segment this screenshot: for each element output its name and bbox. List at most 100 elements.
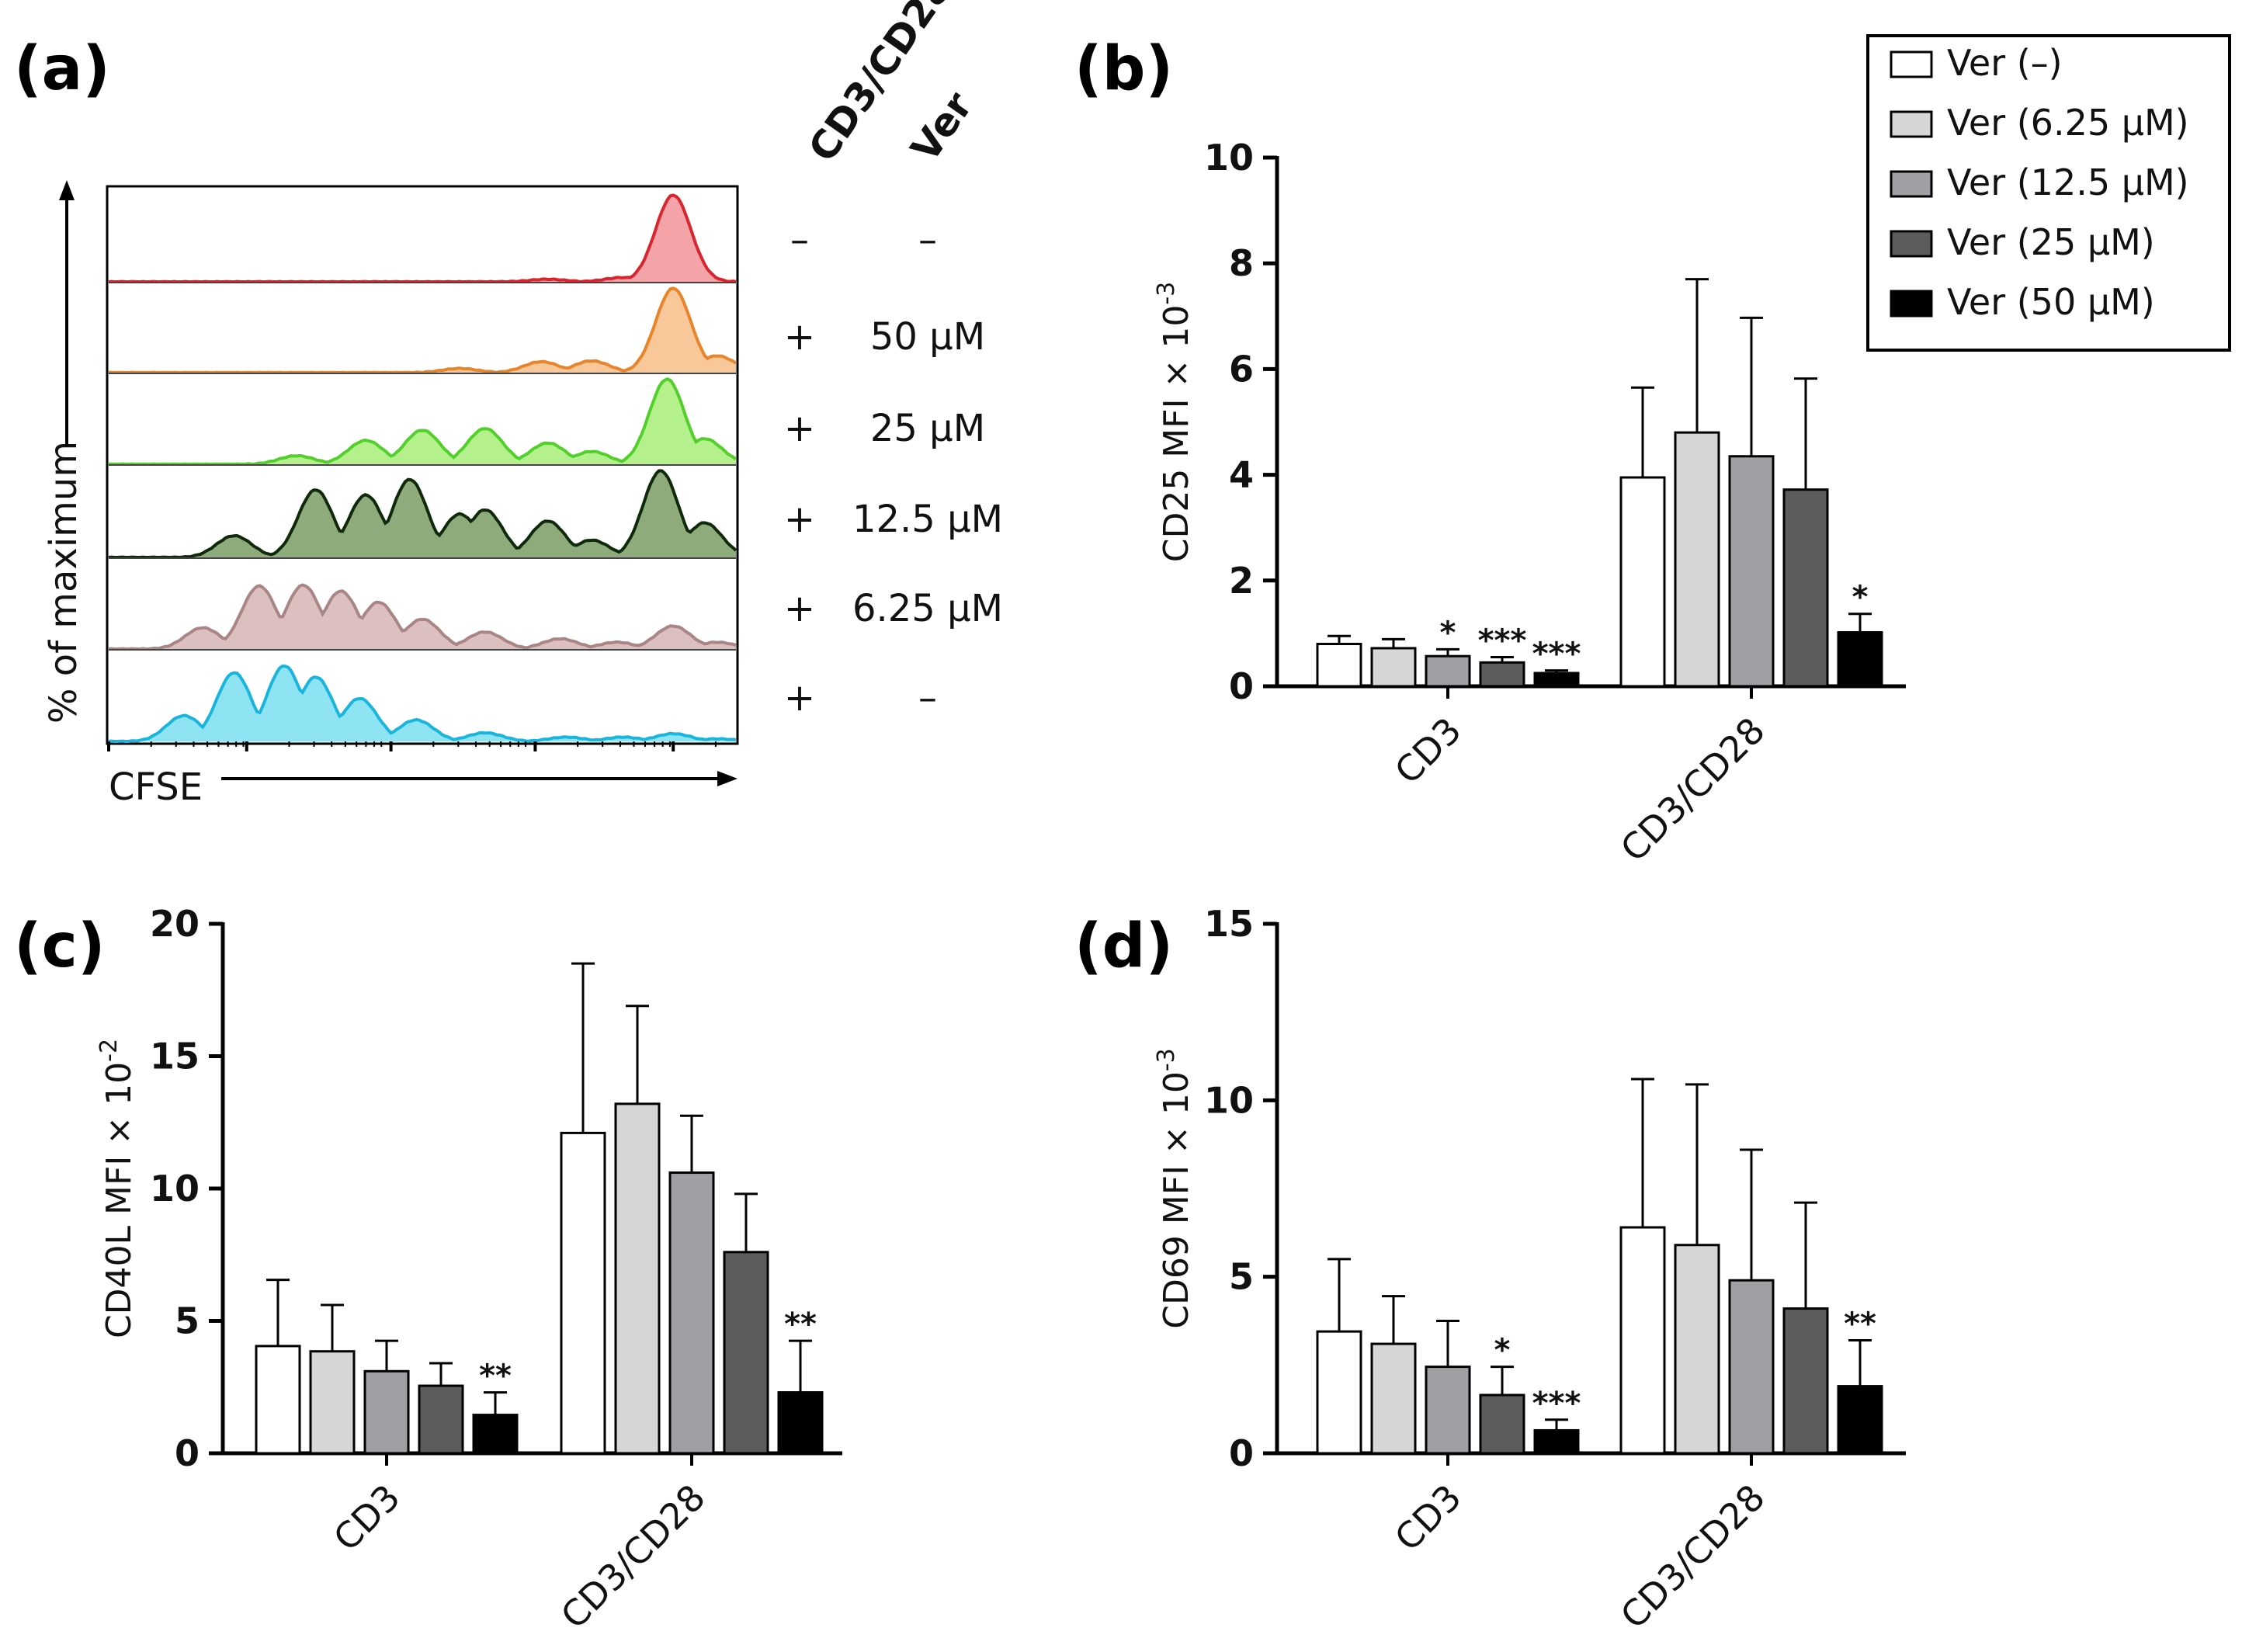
histogram-group	[108, 193, 738, 743]
legend-label: Ver (25 μM)	[1947, 221, 2155, 263]
histogram-line	[108, 664, 737, 743]
y-axis-title: CD40L MFI × 10-2	[95, 1039, 139, 1338]
condition-ver-value: 6.25 μM	[852, 587, 1003, 630]
y-axis-title: CD69 MFI × 10-3	[1153, 1048, 1196, 1329]
condition-ver-value: 12.5 μM	[852, 498, 1003, 541]
bar	[1619, 476, 1666, 688]
y-tick-label: 10	[1204, 137, 1254, 179]
bar	[1782, 1307, 1829, 1455]
y-tick-label: 15	[1204, 903, 1254, 945]
bar	[1837, 1385, 1883, 1455]
bar	[1619, 1226, 1666, 1455]
panel-c-cd40l-chart: (c) 0 5 10 15 20 CD40L MFI × 10-2 ** CD3 ** CD3/C…	[14, 903, 842, 1636]
bar	[1782, 488, 1829, 688]
bar	[777, 1391, 824, 1455]
bar	[1316, 643, 1362, 688]
significance-label: **	[1844, 1307, 1876, 1342]
significance-label: **	[784, 1307, 817, 1342]
category-label: CD3/CD28	[1612, 1477, 1773, 1637]
histogram-fill	[109, 288, 736, 373]
col-header-ver: Ver	[902, 84, 981, 170]
condition-ver-value: –	[918, 676, 937, 720]
panel-a-label: (a)	[14, 34, 110, 104]
y-tick-label: 5	[175, 1300, 200, 1342]
y-tick-label: 4	[1229, 454, 1254, 496]
histogram-fill	[109, 470, 736, 557]
histogram-line	[108, 469, 738, 560]
condition-rows: – – + 50 μM + 25 μM + 12.5 μM + 6.25 μM + –	[784, 218, 1003, 720]
bar	[614, 1102, 661, 1455]
bar	[1674, 431, 1720, 688]
significance-label: ***	[1532, 637, 1581, 672]
condition-cd3cd28-value: +	[784, 676, 815, 720]
legend-label: Ver (–)	[1947, 42, 2063, 84]
panel-a-histograms: (a) % of maximum CFSE CD3/CD28 Ver – –+ 50…	[14, 0, 1003, 809]
condition-cd3cd28-value: +	[784, 498, 815, 541]
bar	[1425, 654, 1471, 688]
bar	[1533, 1428, 1580, 1455]
y-axis-title-exponent: -2	[95, 1039, 123, 1062]
y-tick-label: 5	[1229, 1256, 1254, 1298]
category-label: CD3/CD28	[1612, 710, 1773, 870]
category-label: CD3/CD28	[553, 1477, 713, 1637]
bar	[363, 1369, 410, 1455]
bar	[255, 1345, 301, 1455]
bar	[668, 1171, 715, 1455]
panel-a-x-ticks	[107, 741, 717, 751]
significance-label: *	[1852, 580, 1869, 616]
significance-label: **	[479, 1359, 512, 1394]
histogram-line	[108, 583, 737, 651]
category-label: CD3	[1386, 1477, 1470, 1560]
histogram-fill	[109, 379, 736, 464]
y-tick-label: 0	[1229, 665, 1254, 707]
legend-swatch	[1890, 230, 1933, 258]
y-axis-title: CD25 MFI × 10-3	[1153, 282, 1196, 563]
bar	[1837, 631, 1883, 688]
legend-swatch	[1890, 110, 1933, 138]
significance-label: ***	[1478, 623, 1527, 659]
legend-swatch	[1890, 50, 1933, 78]
category-label: CD3	[325, 1477, 408, 1560]
y-tick-label: 15	[150, 1036, 200, 1078]
y-axis-title-exponent: -3	[1153, 282, 1180, 305]
bar	[1425, 1366, 1471, 1455]
bar	[1533, 672, 1580, 688]
bar	[309, 1350, 356, 1455]
condition-cd3cd28-value: –	[790, 218, 809, 262]
y-tick-label: 20	[150, 903, 200, 945]
y-tick-label: 0	[175, 1432, 200, 1474]
bar	[1479, 1393, 1525, 1455]
legend-items: Ver (–) Ver (6.25 μM) Ver (12.5 μM) Ver (25…	[1890, 42, 2189, 323]
bar	[1316, 1330, 1362, 1455]
bar	[723, 1251, 769, 1455]
condition-cd3cd28-value: +	[784, 315, 815, 359]
y-tick-label: 10	[150, 1168, 200, 1210]
bar	[1728, 1279, 1775, 1455]
y-tick-label: 10	[1204, 1079, 1254, 1121]
condition-cd3cd28-value: +	[784, 587, 815, 630]
bar	[1479, 661, 1525, 688]
condition-ver-value: 50 μM	[870, 315, 985, 359]
histogram-fill	[109, 195, 736, 282]
bar	[560, 1131, 606, 1455]
bar	[1728, 455, 1775, 688]
panel-a-x-axis-title: CFSE	[109, 765, 203, 809]
legend-label: Ver (50 μM)	[1947, 281, 2155, 323]
panel-a-plot-frame	[106, 185, 739, 745]
legend-label: Ver (12.5 μM)	[1947, 161, 2189, 203]
condition-ver-value: –	[918, 218, 937, 262]
y-axis-title-exponent: -3	[1153, 1048, 1180, 1071]
y-tick-label: 0	[1229, 1432, 1254, 1474]
panel-c-label: (c)	[14, 911, 106, 981]
category-label: CD3	[1386, 710, 1470, 793]
significance-label: *	[1494, 1333, 1511, 1369]
panel-b-label: (b)	[1074, 34, 1173, 104]
legend-swatch	[1890, 290, 1933, 318]
panel-a-x-axis-arrowhead	[717, 771, 738, 786]
significance-label: *	[1440, 615, 1456, 651]
panel-d-label: (d)	[1074, 911, 1173, 981]
panel-a-y-axis-title: % of maximum	[42, 441, 85, 724]
